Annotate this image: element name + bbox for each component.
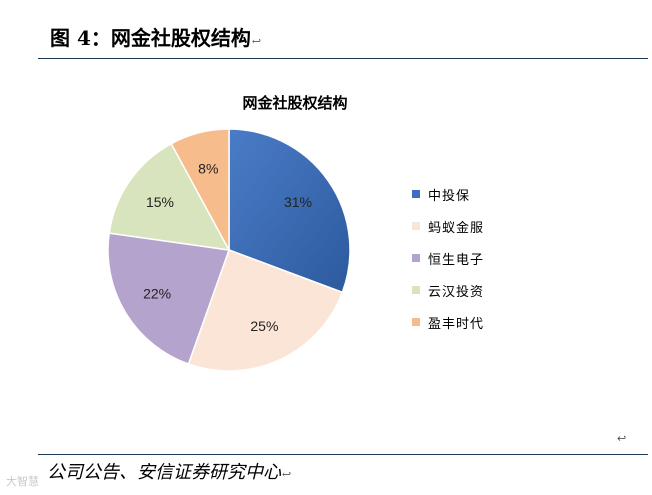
pie-slice-zhongtoubao	[228, 128, 351, 294]
data-label-yingfeng-shidai: 8%	[198, 161, 218, 177]
watermark: 大智慧	[6, 475, 39, 488]
legend-item-yunhan-touzi: 云汉投资	[412, 274, 484, 306]
pie-slice-mayi-jinfu	[187, 249, 344, 372]
legend-item-hengsheng-dianzi: 恒生电子	[412, 242, 484, 274]
legend-label: 中投保	[428, 188, 471, 204]
figure-heading: 图 4：网金社股权结构↩	[50, 22, 261, 51]
legend-item-yingfeng-shidai: 盈丰时代	[412, 306, 484, 338]
top-divider	[38, 58, 648, 59]
legend-label: 蚂蚁金服	[428, 220, 485, 236]
source-note: 公司公告、安信证券研究中心↩	[47, 458, 291, 484]
chart-legend: 中投保蚂蚁金服恒生电子云汉投资盈丰时代	[412, 178, 484, 338]
legend-label: 恒生电子	[428, 252, 485, 268]
chart-title: 网金社股权结构	[242, 94, 348, 112]
legend-swatch	[412, 254, 420, 262]
paragraph-mark-icon: ↩	[617, 432, 627, 445]
bottom-divider	[38, 454, 648, 455]
paragraph-mark-icon: ↩	[251, 35, 262, 48]
figure-heading-text: 图 4：网金社股权结构	[50, 26, 251, 50]
legend-swatch	[412, 286, 420, 294]
data-label-zhongtoubao: 31%	[284, 194, 312, 210]
legend-item-zhongtoubao: 中投保	[412, 178, 484, 210]
pie-slice-hengsheng-dianzi	[107, 232, 231, 365]
pie-slice-yunhan-touzi	[108, 142, 231, 251]
legend-swatch	[412, 318, 420, 326]
legend-label: 盈丰时代	[428, 316, 485, 332]
legend-item-mayi-jinfu: 蚂蚁金服	[412, 210, 484, 242]
data-label-mayi-jinfu: 25%	[250, 318, 278, 334]
legend-label: 云汉投资	[428, 284, 485, 300]
data-label-yunhan-touzi: 15%	[146, 194, 174, 210]
data-label-hengsheng-dianzi: 22%	[143, 286, 171, 302]
legend-swatch	[412, 222, 420, 230]
paragraph-mark-icon: ↩	[282, 468, 292, 481]
source-text: 公司公告、安信证券研究中心	[47, 462, 281, 483]
legend-swatch	[412, 190, 420, 198]
pie-slice-yingfeng-shidai	[170, 128, 230, 251]
